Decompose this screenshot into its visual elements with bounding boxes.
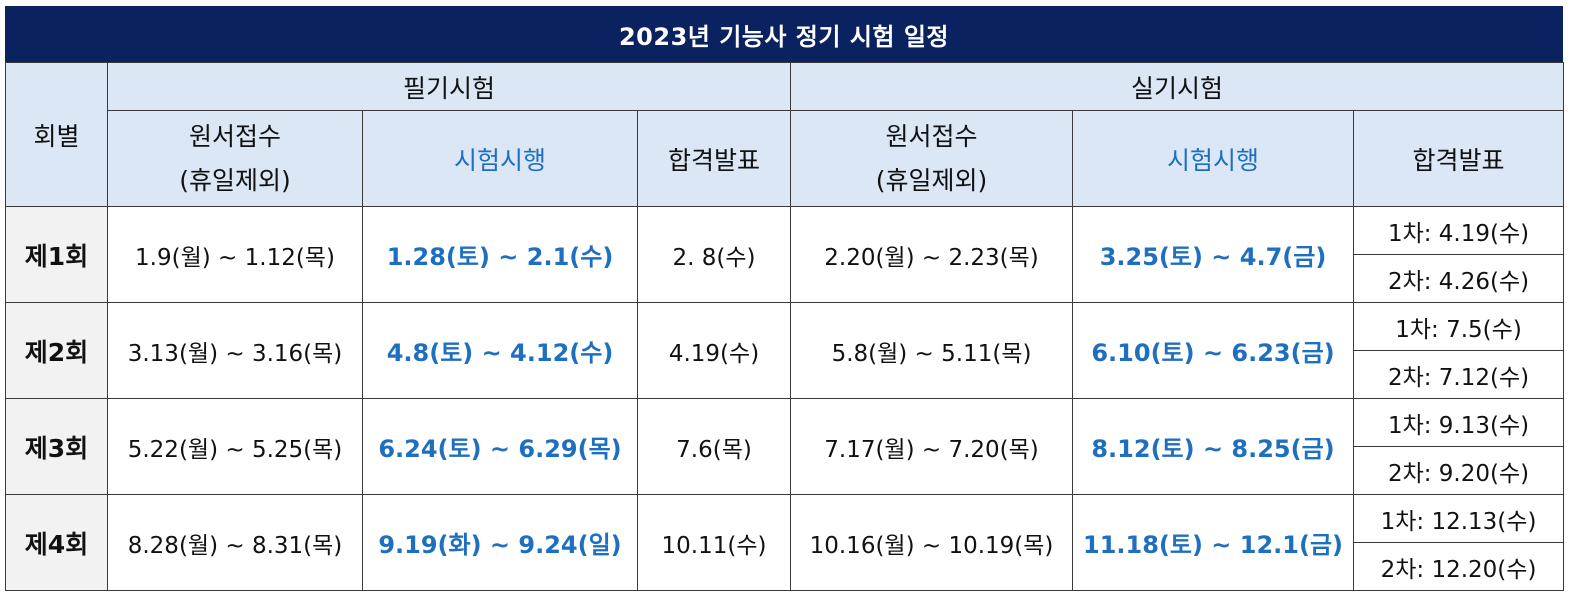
result-first-cell: 1차: 7.5(수)	[1353, 302, 1565, 351]
result-first-cell: 1차: 9.13(수)	[1353, 398, 1565, 447]
round-cell: 제3회	[5, 398, 108, 495]
result-second-cell: 2차: 4.26(수)	[1353, 254, 1565, 303]
practical-apply-cell: 7.17(월) ~ 7.20(목)	[790, 398, 1074, 495]
header-apply-line1: 원서접수	[885, 121, 978, 151]
table-row: 2차: 4.26(수)	[6, 254, 1565, 303]
header-written-result: 합격발표	[636, 110, 792, 207]
header-written-exam: 시험시행	[362, 110, 638, 207]
round-cell: 제4회	[5, 494, 108, 591]
written-exam-cell: 6.24(토) ~ 6.29(목)	[362, 398, 638, 495]
practical-exam-cell: 3.25(토) ~ 4.7(금)	[1072, 206, 1355, 303]
written-apply-cell: 5.22(월) ~ 5.25(목)	[107, 398, 363, 495]
header-practical-result: 합격발표	[1353, 110, 1565, 207]
result-first-cell: 1차: 4.19(수)	[1353, 206, 1565, 255]
table-row: 제1회 1.9(월) ~ 1.12(목) 1.28(토) ~ 2.1(수) 2.…	[5, 206, 1565, 303]
written-exam-cell: 4.8(토) ~ 4.12(수)	[362, 302, 638, 399]
practical-apply-cell: 2.20(월) ~ 2.23(목)	[790, 206, 1074, 303]
written-result-cell: 7.6(목)	[636, 398, 792, 495]
header-apply-line1: 원서접수	[188, 121, 281, 151]
table-row: 2차: 7.12(수)	[6, 350, 1565, 399]
practical-apply-cell: 5.8(월) ~ 5.11(목)	[790, 302, 1074, 399]
header-practical-apply: 원서접수 (휴일제외)	[790, 110, 1074, 207]
header-practical: 실기시험	[790, 62, 1565, 111]
round-cell: 제1회	[5, 206, 108, 303]
header-written-apply: 원서접수 (휴일제외)	[107, 110, 363, 207]
practical-exam-cell: 11.18(토) ~ 12.1(금)	[1072, 494, 1355, 591]
round-cell: 제2회	[5, 302, 108, 399]
header-round: 회별	[5, 62, 108, 207]
header-practical-exam: 시험시행	[1072, 110, 1355, 207]
schedule-container: 2023년 기능사 정기 시험 일정 회별 필기시험 실기시험 원서접수 (휴일…	[5, 6, 1565, 591]
page-title: 2023년 기능사 정기 시험 일정	[5, 6, 1563, 62]
table-row: 2차: 12.20(수)	[6, 542, 1565, 591]
written-result-cell: 2. 8(수)	[636, 206, 792, 303]
written-exam-cell: 1.28(토) ~ 2.1(수)	[362, 206, 638, 303]
table-row: 제3회 5.22(월) ~ 5.25(목) 6.24(토) ~ 6.29(목) …	[5, 398, 1565, 495]
written-result-cell: 4.19(수)	[636, 302, 792, 399]
schedule-table: 회별 필기시험 실기시험 원서접수 (휴일제외) 시험시행 합격발표 원서접수 …	[5, 62, 1565, 591]
header-written: 필기시험	[106, 62, 792, 111]
header-apply-line2: (휴일제외)	[875, 165, 988, 195]
table-row: 제2회 3.13(월) ~ 3.16(목) 4.8(토) ~ 4.12(수) 4…	[5, 302, 1565, 399]
result-second-cell: 2차: 7.12(수)	[1353, 350, 1565, 399]
practical-apply-cell: 10.16(월) ~ 10.19(목)	[790, 494, 1074, 591]
practical-exam-cell: 6.10(토) ~ 6.23(금)	[1072, 302, 1355, 399]
practical-exam-cell: 8.12(토) ~ 8.25(금)	[1072, 398, 1355, 495]
result-second-cell: 2차: 9.20(수)	[1353, 446, 1565, 495]
table-row: 2차: 9.20(수)	[6, 446, 1565, 495]
written-apply-cell: 1.9(월) ~ 1.12(목)	[107, 206, 363, 303]
result-second-cell: 2차: 12.20(수)	[1353, 542, 1565, 591]
result-first-cell: 1차: 12.13(수)	[1353, 494, 1565, 543]
written-result-cell: 10.11(수)	[636, 494, 792, 591]
header-apply-line2: (휴일제외)	[179, 165, 291, 195]
table-row: 제4회 8.28(월) ~ 8.31(목) 9.19(화) ~ 9.24(일) …	[5, 494, 1565, 591]
written-apply-cell: 3.13(월) ~ 3.16(목)	[107, 302, 363, 399]
written-apply-cell: 8.28(월) ~ 8.31(목)	[107, 494, 363, 591]
written-exam-cell: 9.19(화) ~ 9.24(일)	[362, 494, 638, 591]
